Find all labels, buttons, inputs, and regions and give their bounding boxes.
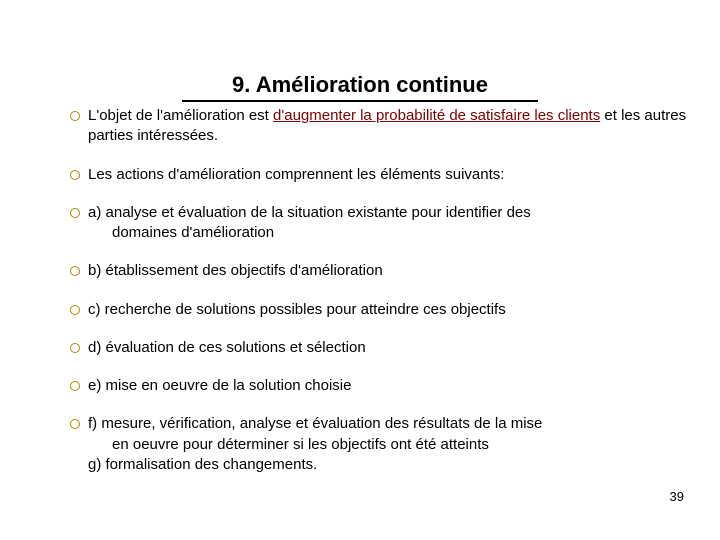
title-container: 9. Amélioration continue: [70, 72, 690, 102]
item-fg-row: f) mesure, vérification, analyse et éval…: [70, 414, 690, 475]
item-d-row: d) évaluation de ces solutions et sélect…: [70, 338, 690, 358]
bullet-icon: [70, 381, 80, 391]
bullet-icon: [70, 419, 80, 429]
item-a: a) analyse et évaluation de la situation…: [88, 203, 690, 244]
item-f-line2: en oeuvre pour déterminer si les objecti…: [88, 435, 690, 455]
slide-title: 9. Amélioration continue: [182, 72, 538, 102]
intro-emphasis: d'augmenter la probabilité de satisfaire…: [273, 107, 600, 124]
bullet-icon: [70, 266, 80, 276]
item-a-line2: domaines d'amélioration: [88, 223, 690, 243]
bullet-icon: [70, 170, 80, 180]
item-e-row: e) mise en oeuvre de la solution choisie: [70, 376, 690, 396]
item-f-line1: f) mesure, vérification, analyse et éval…: [88, 414, 690, 434]
item-a-line1: a) analyse et évaluation de la situation…: [88, 203, 690, 223]
intro-text: L'objet de l'amélioration est d'augmente…: [88, 106, 690, 147]
slide: 9. Amélioration continue L'objet de l'am…: [0, 0, 720, 540]
item-c-row: c) recherche de solutions possibles pour…: [70, 300, 690, 320]
bullet-icon: [70, 343, 80, 353]
item-c: c) recherche de solutions possibles pour…: [88, 300, 690, 320]
bullet-icon: [70, 111, 80, 121]
actions-text: Les actions d'amélioration comprennent l…: [88, 165, 690, 185]
slide-body: L'objet de l'amélioration est d'augmente…: [70, 106, 690, 475]
item-fg: f) mesure, vérification, analyse et éval…: [88, 414, 690, 475]
intro-row: L'objet de l'amélioration est d'augmente…: [70, 106, 690, 147]
item-b: b) établissement des objectifs d'amélior…: [88, 261, 690, 281]
bullet-icon: [70, 305, 80, 315]
item-a-row: a) analyse et évaluation de la situation…: [70, 203, 690, 244]
item-e: e) mise en oeuvre de la solution choisie: [88, 376, 690, 396]
item-g: g) formalisation des changements.: [88, 455, 690, 475]
item-d: d) évaluation de ces solutions et sélect…: [88, 338, 690, 358]
item-b-row: b) établissement des objectifs d'amélior…: [70, 261, 690, 281]
page-number: 39: [670, 489, 684, 504]
actions-row: Les actions d'amélioration comprennent l…: [70, 165, 690, 185]
intro-pre: L'objet de l'amélioration est: [88, 107, 273, 124]
bullet-icon: [70, 208, 80, 218]
